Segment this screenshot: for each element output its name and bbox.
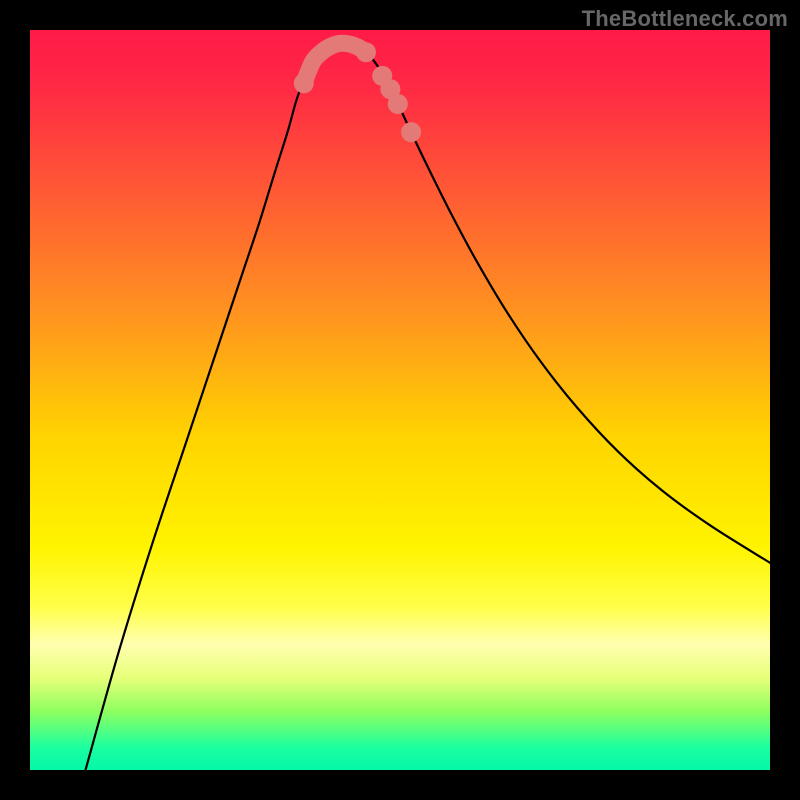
marker-dot <box>356 42 376 62</box>
marker-dot <box>401 122 421 142</box>
marker-dot <box>388 94 408 114</box>
bottleneck-chart <box>30 30 770 770</box>
chart-container: TheBottleneck.com <box>0 0 800 800</box>
gradient-background <box>30 30 770 770</box>
watermark-text: TheBottleneck.com <box>582 6 788 32</box>
marker-dot <box>294 73 314 93</box>
